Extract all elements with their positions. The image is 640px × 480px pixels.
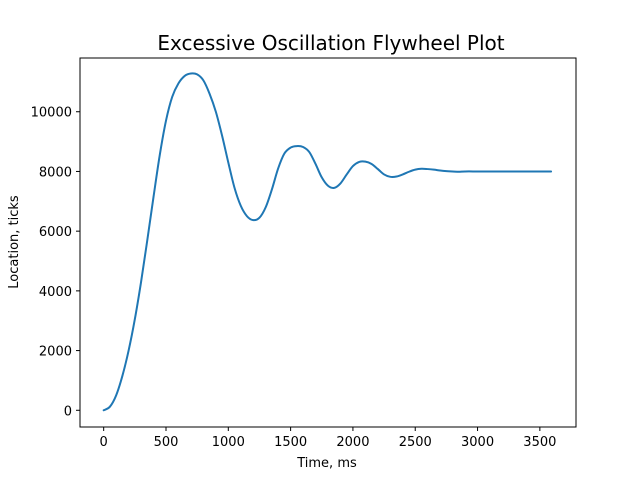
x-axis: 0 500 1000 1500 2000 2500 3000 3500 xyxy=(100,427,556,450)
x-tick-label: 2500 xyxy=(399,435,432,450)
y-tick-label: 10000 xyxy=(31,106,72,121)
y-tick-label: 4000 xyxy=(39,285,72,300)
x-tick-label: 0 xyxy=(100,435,108,450)
chart-title: Excessive Oscillation Flywheel Plot xyxy=(157,31,504,55)
y-tick-label: 0 xyxy=(64,404,72,419)
y-tick-label: 6000 xyxy=(39,225,72,240)
x-tick-label: 1000 xyxy=(212,435,245,450)
y-tick-label: 8000 xyxy=(39,165,72,180)
x-tick-label: 500 xyxy=(154,435,179,450)
plot-area xyxy=(102,72,553,412)
x-axis-label: Time, ms xyxy=(296,456,357,471)
y-axis-label: Location, ticks xyxy=(7,195,22,289)
plot-frame xyxy=(79,57,577,428)
x-tick-label: 1500 xyxy=(274,435,307,450)
y-tick-label: 2000 xyxy=(39,345,72,360)
series-line xyxy=(102,72,553,412)
x-tick-label: 3500 xyxy=(523,435,556,450)
y-axis: 0 2000 4000 6000 8000 10000 xyxy=(31,106,80,419)
x-tick-label: 3000 xyxy=(461,435,494,450)
x-tick-label: 2000 xyxy=(336,435,369,450)
